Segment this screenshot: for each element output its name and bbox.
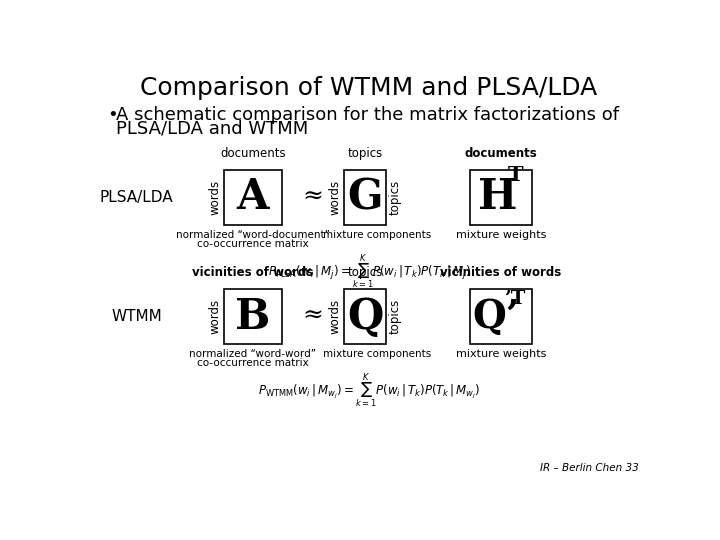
Text: words: words (329, 180, 342, 215)
Text: topics: topics (389, 299, 402, 334)
Text: words: words (209, 180, 222, 215)
Text: co-occurrence matrix: co-occurrence matrix (197, 358, 309, 368)
Text: G: G (347, 176, 383, 218)
Text: words: words (209, 299, 222, 334)
Text: ≈: ≈ (302, 186, 323, 209)
Text: WTMM: WTMM (111, 309, 162, 324)
Bar (469, 170, 532, 225)
Text: A: A (237, 176, 269, 218)
Text: vicinities of words: vicinities of words (192, 266, 313, 279)
Text: mixture weights: mixture weights (456, 230, 546, 240)
Text: PLSA/LDA and WTMM: PLSA/LDA and WTMM (117, 119, 309, 138)
Text: vicinities of words: vicinities of words (440, 266, 562, 279)
Text: documents: documents (464, 146, 537, 159)
Text: H: H (478, 176, 518, 218)
Text: mixture components: mixture components (323, 349, 431, 359)
Text: co-occurrence matrix: co-occurrence matrix (197, 239, 309, 249)
Text: Q’: Q’ (472, 298, 520, 335)
Text: topics: topics (348, 266, 383, 279)
Bar (224, 170, 282, 225)
Bar (344, 170, 387, 225)
Text: Q: Q (347, 295, 383, 338)
Text: normalized “word-document”: normalized “word-document” (176, 230, 330, 240)
Text: $P_\mathrm{PLSA}(w_i\,|\,M_j)=\sum_{k=1}^{K}P(w_i\,|\,T_k)P(T_k\,|\,M_j)$: $P_\mathrm{PLSA}(w_i\,|\,M_j)=\sum_{k=1}… (268, 253, 470, 291)
Text: documents: documents (220, 146, 286, 159)
Text: ≈: ≈ (302, 305, 323, 328)
Text: Comparison of WTMM and PLSA/LDA: Comparison of WTMM and PLSA/LDA (140, 76, 598, 100)
Text: mixture weights: mixture weights (456, 349, 546, 359)
Text: PLSA/LDA: PLSA/LDA (99, 190, 174, 205)
Text: topics: topics (389, 180, 402, 215)
Text: $P_\mathrm{WTMM}(w_i\,|\,M_{w_j})=\sum_{k=1}^{K}P(w_i\,|\,T_k)P(T_k\,|\,M_{w_j}): $P_\mathrm{WTMM}(w_i\,|\,M_{w_j})=\sum_{… (258, 372, 480, 410)
Text: •: • (107, 106, 118, 124)
Text: IR – Berlin Chen 33: IR – Berlin Chen 33 (540, 463, 639, 473)
Text: B: B (235, 295, 271, 338)
Text: ’T: ’T (504, 291, 526, 308)
Bar (469, 289, 532, 345)
Bar (344, 289, 387, 345)
Text: topics: topics (348, 146, 383, 159)
Text: normalized “word-word”: normalized “word-word” (189, 349, 316, 359)
Text: T: T (508, 165, 523, 185)
Text: A schematic comparison for the matrix factorizations of: A schematic comparison for the matrix fa… (117, 106, 619, 124)
Bar (224, 289, 282, 345)
Text: words: words (329, 299, 342, 334)
Text: mixture components: mixture components (323, 230, 431, 240)
